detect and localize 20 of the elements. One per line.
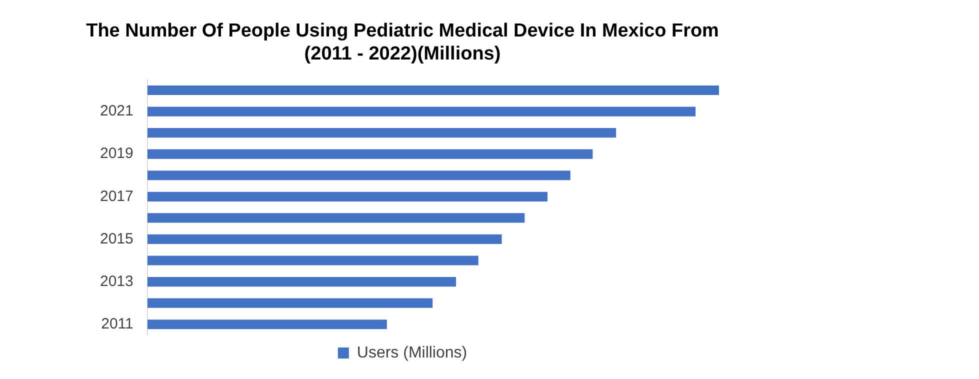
y-tick-label: 2019 xyxy=(100,145,134,162)
y-tick-label: 2011 xyxy=(101,316,134,332)
bar xyxy=(147,192,548,202)
bar xyxy=(147,256,478,266)
bar xyxy=(147,213,525,223)
bar xyxy=(147,85,719,96)
y-tick-label: 2017 xyxy=(100,188,134,205)
y-tick-label: 2021 xyxy=(100,102,134,120)
bar xyxy=(147,149,593,159)
bar xyxy=(147,320,387,330)
bar xyxy=(147,234,502,244)
bar xyxy=(147,277,456,287)
bar xyxy=(147,170,570,180)
y-tick-label: 2015 xyxy=(100,230,134,248)
y-tick-label: 2013 xyxy=(100,272,134,290)
bar xyxy=(147,106,696,116)
legend-label: Users (Millions) xyxy=(356,344,468,362)
chart-title: The Number Of People Using Pediatric Medical Device In Mexico From (2011 - 2022)(Millions) xyxy=(86,20,719,64)
bar xyxy=(147,128,616,138)
bar xyxy=(147,298,433,308)
